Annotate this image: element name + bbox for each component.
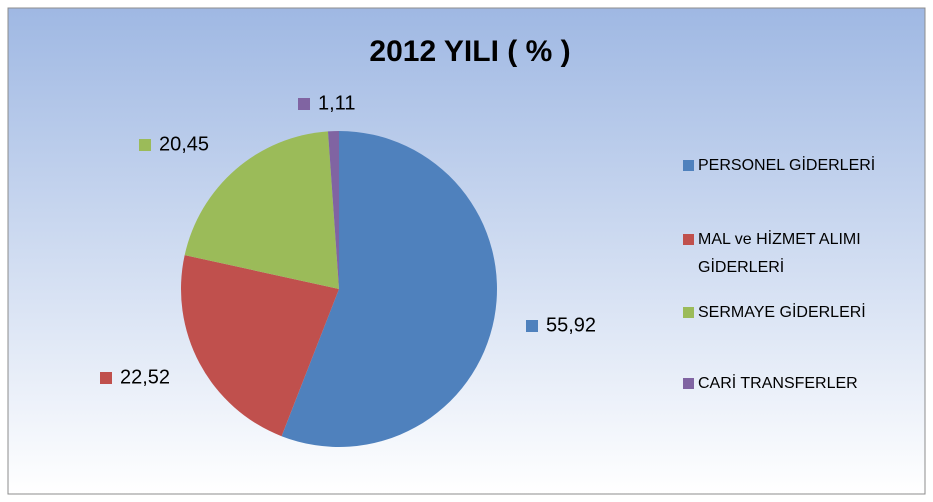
legend-label: SERMAYE GİDERLERİ: [698, 302, 866, 321]
data-label: 20,45: [159, 133, 209, 155]
data-label-key: [298, 98, 310, 110]
legend-label: PERSONEL GİDERLERİ: [698, 155, 875, 174]
legend-key: [683, 307, 694, 318]
legend-key: [683, 234, 694, 245]
legend-key: [683, 378, 694, 389]
pie-slice: [281, 131, 498, 447]
legend-label: MAL ve HİZMET ALIMI GİDERLERİ: [698, 229, 861, 276]
chart-title: 2012 YILI ( % ): [369, 35, 570, 68]
data-label-key: [526, 320, 538, 332]
legend-label: CARİ TRANSFERLER: [698, 373, 858, 392]
data-label: 22,52: [120, 366, 170, 388]
data-label-key: [100, 372, 112, 384]
data-label-key: [139, 139, 151, 151]
pie-slice: [181, 255, 339, 437]
pie-slice: [327, 131, 339, 289]
pie-slice: [184, 131, 339, 289]
legend-key: [683, 160, 694, 171]
data-label: 55,92: [546, 314, 596, 336]
data-label: 1,11: [318, 92, 355, 114]
